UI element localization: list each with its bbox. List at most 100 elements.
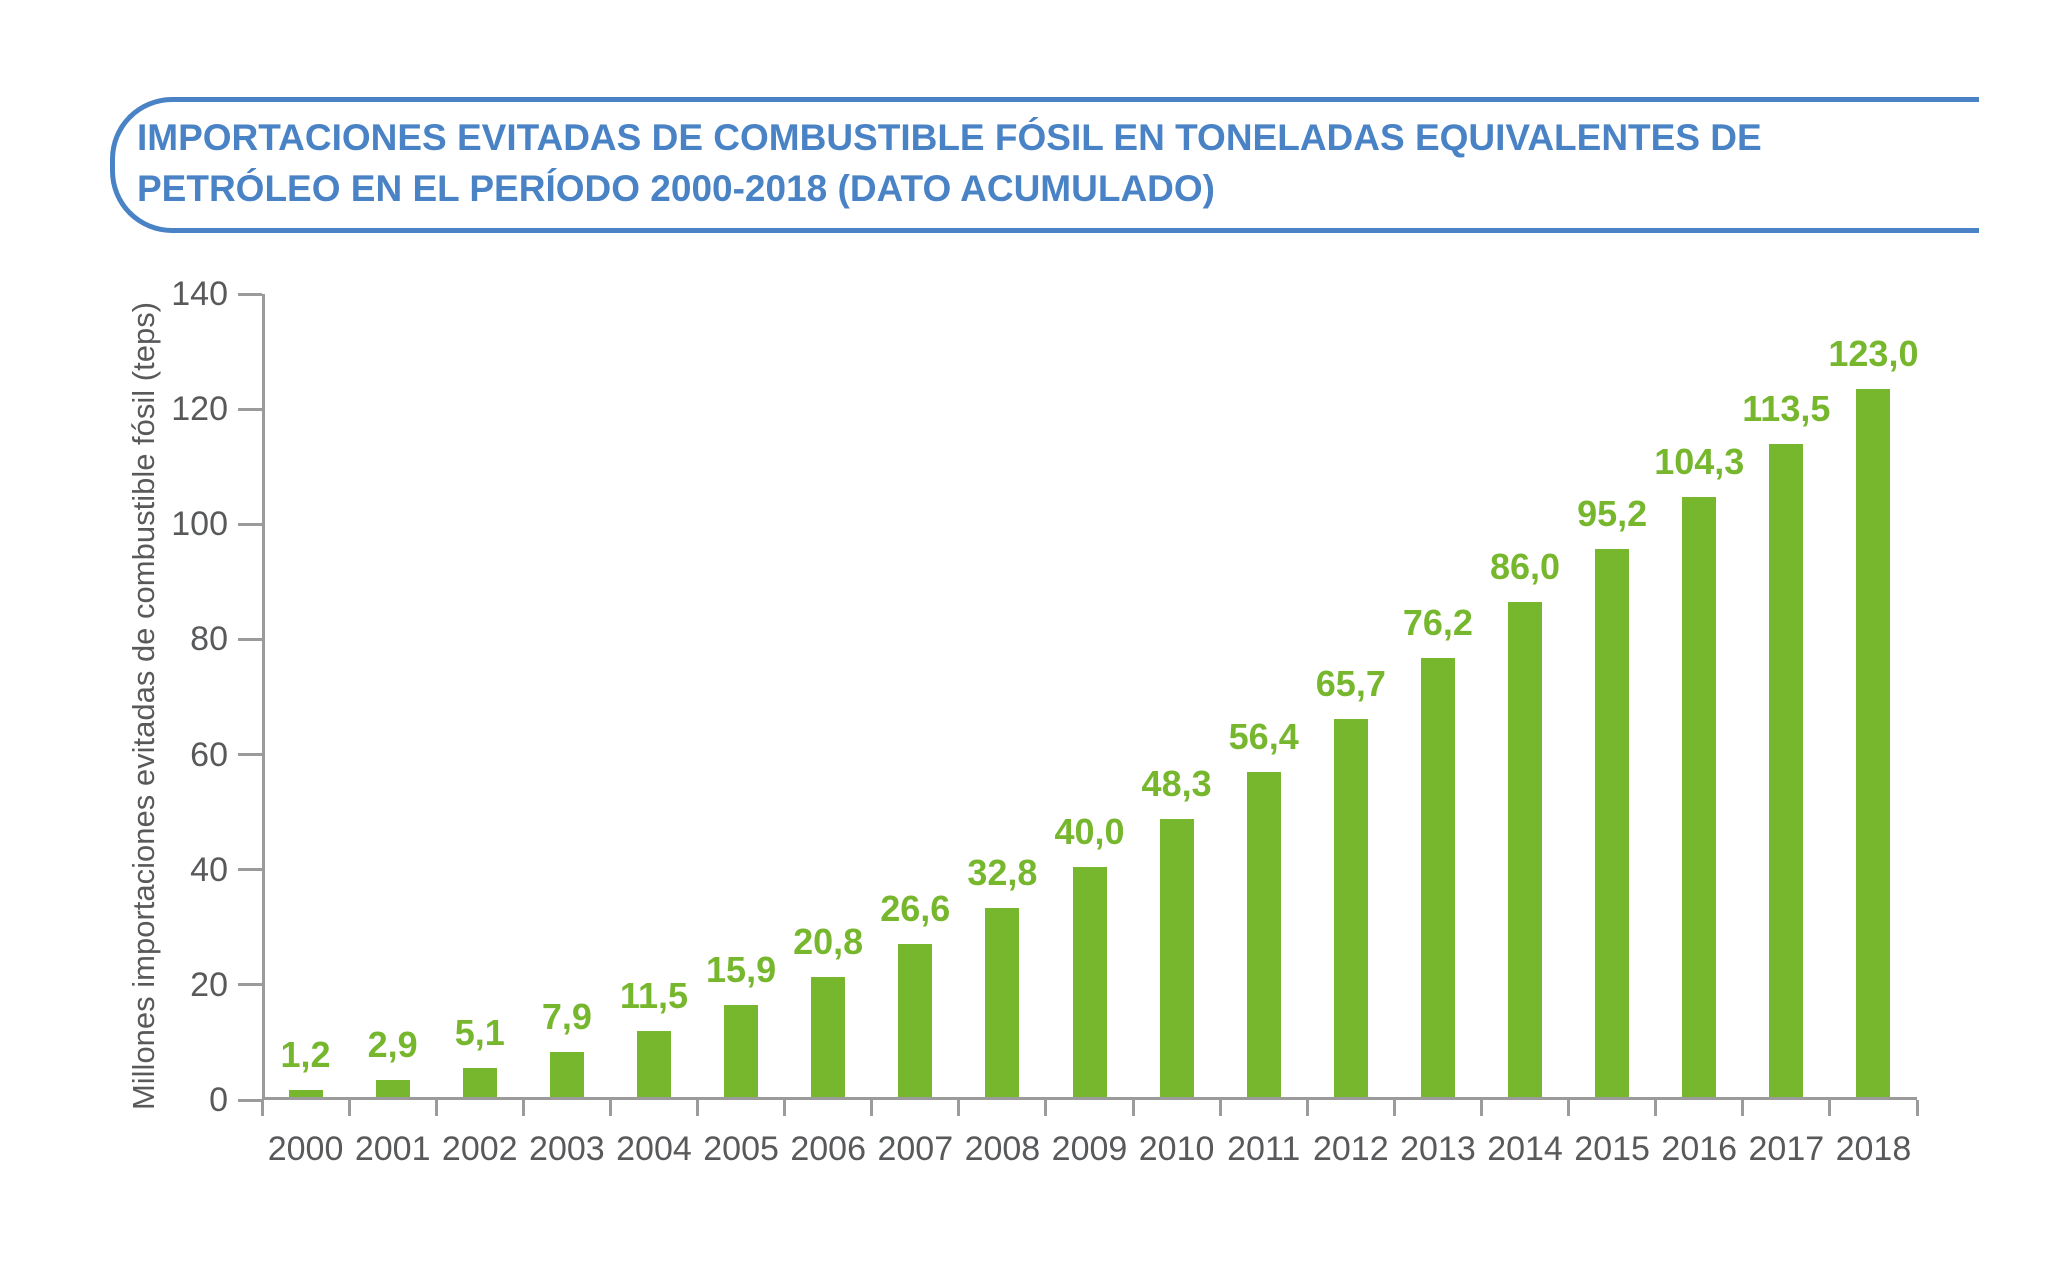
bar-2017 (1769, 443, 1804, 1097)
x-axis-tick-5 (696, 1100, 700, 1116)
bar-value-label-2005: 15,9 (706, 949, 777, 991)
x-axis-label-2012: 2012 (1312, 1130, 1389, 1168)
x-axis-label-2002: 2002 (441, 1130, 518, 1168)
y-axis-tick-0 (238, 1098, 262, 1102)
bar-value-label-2004: 11,5 (619, 974, 689, 1016)
x-axis-tick-15 (1567, 1100, 1571, 1116)
bar-value-label-2008: 32,8 (967, 852, 1038, 894)
x-axis-tick-3 (521, 1100, 525, 1116)
x-axis-tick-6 (783, 1100, 787, 1116)
bar-value-label-2013: 76,2 (1402, 602, 1473, 644)
x-axis-tick-12 (1305, 1100, 1309, 1116)
bar-2001 (375, 1080, 410, 1097)
chart-title-line-2: PETRÓLEO EN EL PERÍODO 2000-2018 (DATO A… (137, 168, 1215, 209)
bar-value-label-2009: 40,0 (1054, 810, 1125, 852)
x-axis-label-2001: 2001 (354, 1130, 431, 1168)
x-axis-label-2013: 2013 (1400, 1130, 1476, 1168)
x-axis-tick-9 (1044, 1100, 1048, 1116)
chart-title-box: IMPORTACIONES EVITADAS DE COMBUSTIBLE FÓ… (110, 97, 1979, 233)
bar-value-label-2001: 2,9 (367, 1024, 418, 1066)
x-axis-label-2018: 2018 (1835, 1130, 1912, 1168)
bar-2011 (1246, 772, 1281, 1097)
bar-2016 (1682, 496, 1717, 1097)
x-axis-label-2008: 2008 (964, 1130, 1041, 1168)
x-axis-tick-19 (1915, 1100, 1919, 1116)
y-axis-tick-80 (238, 637, 262, 641)
x-axis-label-2000: 2000 (267, 1130, 344, 1168)
x-axis-tick-18 (1828, 1100, 1832, 1116)
x-axis-line (262, 1097, 1917, 1100)
x-axis-label-2004: 2004 (616, 1130, 692, 1168)
bar-2000 (288, 1090, 323, 1097)
bar-value-label-2018: 123,0 (1828, 332, 1919, 374)
bar-2012 (1333, 718, 1368, 1097)
x-axis-label-2010: 2010 (1138, 1130, 1215, 1168)
x-axis-label-2009: 2009 (1051, 1130, 1128, 1168)
bar-value-label-2000: 1,2 (280, 1034, 331, 1076)
y-axis-tick-20 (238, 983, 262, 987)
x-axis-tick-4 (608, 1100, 612, 1116)
bar-2002 (462, 1067, 497, 1097)
bar-2003 (549, 1051, 584, 1097)
bar-value-label-2016: 104,3 (1654, 440, 1745, 482)
x-axis-label-2011: 2011 (1227, 1130, 1301, 1168)
bar-value-label-2017: 113,5 (1742, 387, 1831, 429)
x-axis-label-2003: 2003 (529, 1130, 605, 1168)
y-axis-tick-label-120: 120 (171, 390, 228, 429)
x-axis-label-2015: 2015 (1574, 1130, 1650, 1168)
bar-2010 (1159, 818, 1194, 1097)
y-axis-tick-label-40: 40 (190, 850, 228, 889)
x-axis-tick-0 (260, 1100, 264, 1116)
bar-value-label-2012: 65,7 (1315, 662, 1386, 704)
x-axis-tick-17 (1741, 1100, 1745, 1116)
bar-2013 (1420, 658, 1455, 1097)
x-axis-tick-14 (1479, 1100, 1483, 1116)
bar-value-label-2014: 86,0 (1489, 545, 1561, 587)
y-axis-tick-label-100: 100 (171, 505, 228, 544)
x-axis-label-2017: 2017 (1748, 1130, 1825, 1168)
plot-area: 0 20 40 60 80 100 120 140 1,2 2000 2,9 2001 5,1 2002… (171, 277, 1919, 1168)
y-axis-tick-label-140: 140 (171, 275, 228, 313)
x-axis-label-2007: 2007 (877, 1130, 954, 1168)
y-axis-tick-40 (238, 868, 262, 872)
y-axis-tick-label-0: 0 (209, 1081, 228, 1119)
x-axis-label-2006: 2006 (790, 1130, 866, 1168)
x-axis-label-2014: 2014 (1487, 1130, 1563, 1168)
bar-value-label-2003: 7,9 (541, 995, 592, 1037)
bar-value-label-2011: 56,4 (1228, 716, 1299, 758)
bar-2005 (724, 1005, 759, 1097)
x-axis-tick-10 (1131, 1100, 1135, 1116)
y-axis-tick-100 (238, 522, 262, 526)
x-axis-tick-13 (1392, 1100, 1396, 1116)
bar-value-label-2015: 95,2 (1577, 492, 1648, 534)
chart-title-line-1: IMPORTACIONES EVITADAS DE COMBUSTIBLE FÓ… (137, 117, 1762, 158)
y-axis-tick-120 (238, 407, 262, 411)
y-axis-tick-label-80: 80 (190, 620, 228, 659)
bar-2006 (811, 977, 846, 1097)
bar-value-label-2002: 5,1 (454, 1011, 505, 1053)
y-axis-tick-label-20: 20 (190, 965, 228, 1004)
y-axis-tick-label-60: 60 (190, 735, 228, 774)
x-axis-label-2005: 2005 (703, 1130, 779, 1168)
bar-2015 (1595, 548, 1630, 1097)
bar-value-label-2007: 26,6 (880, 887, 951, 929)
y-axis-tick-140 (238, 292, 262, 296)
bar-2014 (1508, 601, 1543, 1097)
x-axis-tick-1 (347, 1100, 351, 1116)
bar-value-label-2006: 20,8 (793, 921, 864, 963)
y-axis-tick-60 (238, 753, 262, 757)
x-axis-tick-11 (1218, 1100, 1222, 1116)
x-axis-label-2016: 2016 (1661, 1130, 1738, 1168)
x-axis-tick-16 (1654, 1100, 1658, 1116)
bar-2004 (636, 1030, 671, 1097)
bar-2007 (898, 943, 933, 1097)
x-axis-tick-8 (957, 1100, 961, 1116)
bar-2009 (1072, 866, 1107, 1097)
bar-value-label-2010: 48,3 (1141, 762, 1212, 804)
x-axis-tick-2 (434, 1100, 438, 1116)
x-axis-tick-7 (870, 1100, 874, 1116)
y-axis-line (262, 294, 265, 1100)
bar-2008 (985, 908, 1020, 1097)
bar-2018 (1856, 388, 1891, 1097)
